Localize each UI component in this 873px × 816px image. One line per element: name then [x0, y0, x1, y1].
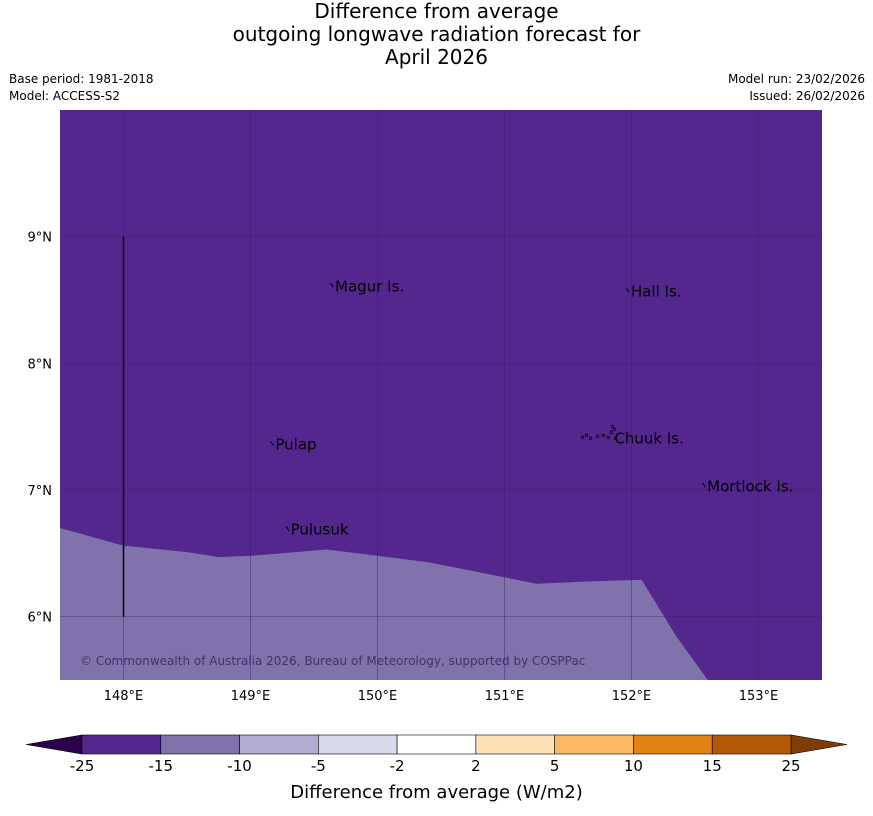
- lon-tick-label: 148°E: [104, 689, 144, 704]
- colorbar-segment: [318, 734, 398, 755]
- colorbar-tick-label: -2: [390, 757, 405, 775]
- meta-right: Model run: 23/02/2026 Issued: 26/02/2026: [728, 71, 865, 105]
- island-marker: [588, 436, 593, 440]
- anomaly-band-minus15-minus10: [60, 528, 708, 680]
- model-run-text: Model run: 23/02/2026: [727, 72, 865, 86]
- island-marker: [610, 424, 615, 428]
- place-label: Chuuk Is.: [614, 429, 683, 447]
- island-marker: [612, 427, 617, 431]
- colorbar-tick-label: -10: [227, 757, 252, 775]
- colorbar-tick-label: 5: [550, 757, 560, 775]
- colorbar-segment: [396, 734, 477, 755]
- title-line-1: Difference from average: [314, 0, 559, 23]
- copyright-text: © Commonwealth of Australia 2026, Bureau…: [80, 654, 585, 668]
- lat-tick-label: 7°N: [28, 484, 53, 499]
- colorbar-tick-label: 2: [471, 757, 481, 775]
- map-area: 148°E 149°E 150°E 151°E 152°E 153°E 9°N 8°N 7°N 6…: [28, 110, 822, 704]
- island-marker: [595, 434, 600, 438]
- colorbar-extend-low: [25, 734, 83, 755]
- lon-tick-label: 153°E: [739, 689, 779, 704]
- colorbar-segment: [554, 734, 634, 755]
- island-marker: [580, 435, 585, 439]
- colorbar-segment: [160, 734, 240, 755]
- title-line-2: outgoing longwave radiation forecast for: [232, 22, 641, 46]
- island-marker: [584, 433, 589, 437]
- colorbar-tick-label: -5: [311, 757, 326, 775]
- lat-tick-label: 8°N: [28, 357, 53, 372]
- lon-tick-label: 150°E: [358, 689, 398, 704]
- island-marker: [285, 526, 290, 531]
- lon-tick-label: 151°E: [485, 689, 525, 704]
- chart-title: Difference from average outgoing longwav…: [0, 0, 873, 69]
- place-label: Hall Is.: [631, 282, 682, 300]
- lon-tick-label: 152°E: [612, 689, 652, 704]
- island-marker: [625, 287, 630, 293]
- colorbar-tick-label: 25: [781, 757, 800, 775]
- colorbar-segment: [633, 734, 713, 755]
- lat-tick-label: 6°N: [28, 611, 53, 626]
- island-marker: [701, 483, 706, 488]
- island-marker: [601, 433, 606, 437]
- colorbar-tick-label: -15: [149, 757, 174, 775]
- title-line-3: April 2026: [385, 45, 488, 69]
- colorbar-segment: [711, 734, 792, 755]
- island-marker: [613, 436, 618, 440]
- place-label: Magur Is.: [335, 277, 404, 295]
- colorbar-extend-high: [790, 734, 848, 755]
- place-label: Pulusuk: [291, 521, 349, 539]
- place-label: Pulap: [275, 436, 316, 454]
- lat-tick-label: 9°N: [28, 231, 53, 246]
- colorbar-tick-label: 10: [624, 757, 643, 775]
- colorbar-segment: [475, 734, 555, 755]
- meta-left: Base period: 1981-2018 Model: ACCESS-S2: [9, 71, 154, 105]
- base-period-text: Base period: 1981-2018: [9, 72, 154, 86]
- issued-text: Issued: 26/02/2026: [749, 89, 865, 103]
- colorbar-segment: [81, 734, 162, 755]
- colorbar-segment: [239, 734, 319, 755]
- model-text: Model: ACCESS-S2: [9, 89, 121, 103]
- island-marker: [329, 282, 334, 288]
- lon-tick-label: 149°E: [231, 689, 271, 704]
- colorbar-tick-label: -25: [70, 757, 95, 775]
- place-label: Mortlock Is.: [707, 477, 793, 495]
- island-marker: [609, 430, 614, 434]
- colorbar-label: Difference from average (W/m2): [290, 782, 582, 803]
- island-marker: [606, 435, 611, 439]
- colorbar-tick-label: 15: [703, 757, 722, 775]
- island-marker: [270, 441, 274, 446]
